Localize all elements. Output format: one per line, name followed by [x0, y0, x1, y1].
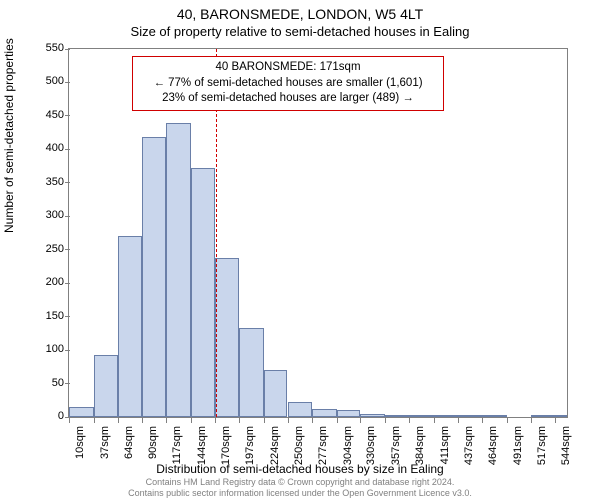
- x-tick-mark: [434, 418, 435, 423]
- histogram-bar: [288, 402, 313, 417]
- y-tick-label: 550: [4, 43, 64, 54]
- histogram-bar: [409, 415, 434, 417]
- x-tick-mark: [312, 418, 313, 423]
- x-tick-mark: [118, 418, 119, 423]
- y-tick-label: 350: [4, 177, 64, 188]
- histogram-bar: [337, 410, 361, 417]
- y-tick-label: 500: [4, 76, 64, 87]
- x-tick-mark: [458, 418, 459, 423]
- histogram-bar: [312, 409, 337, 417]
- x-tick-mark: [239, 418, 240, 423]
- x-tick-mark: [482, 418, 483, 423]
- histogram-bar: [385, 415, 410, 417]
- histogram-bar: [434, 415, 458, 417]
- x-tick-mark: [337, 418, 338, 423]
- copyright-notice: Contains HM Land Registry data © Crown c…: [0, 477, 600, 498]
- x-tick-mark: [555, 418, 556, 423]
- y-tick-label: 450: [4, 110, 64, 121]
- annotation-box: 40 BARONSMEDE: 171sqm ← 77% of semi-deta…: [132, 56, 444, 111]
- x-tick-mark: [385, 418, 386, 423]
- y-tick-label: 50: [4, 378, 64, 389]
- x-tick-mark: [409, 418, 410, 423]
- x-tick-mark: [191, 418, 192, 423]
- histogram-bar: [215, 258, 240, 417]
- annotation-line3: 23% of semi-detached houses are larger (…: [139, 91, 437, 107]
- histogram-bar: [264, 370, 288, 417]
- y-tick-label: 150: [4, 311, 64, 322]
- histogram-bar: [531, 415, 556, 417]
- annotation-line2: ← 77% of semi-detached houses are smalle…: [139, 76, 437, 92]
- x-tick-mark: [142, 418, 143, 423]
- copyright-line2: Contains public sector information licen…: [0, 488, 600, 498]
- histogram-bar: [458, 415, 483, 417]
- x-tick-mark: [166, 418, 167, 423]
- chart-title-line1: 40, BARONSMEDE, LONDON, W5 4LT: [0, 6, 600, 22]
- histogram-bar: [118, 236, 142, 417]
- annotation-line1: 40 BARONSMEDE: 171sqm: [139, 60, 437, 76]
- histogram-bar: [191, 168, 215, 417]
- x-tick-mark: [264, 418, 265, 423]
- histogram-bar: [482, 415, 507, 417]
- y-tick-label: 100: [4, 344, 64, 355]
- y-tick-label: 400: [4, 143, 64, 154]
- histogram-bar: [555, 415, 567, 417]
- histogram-bar: [166, 123, 191, 417]
- histogram-bar: [360, 414, 385, 417]
- chart-container: 40, BARONSMEDE, LONDON, W5 4LT Size of p…: [0, 0, 600, 500]
- histogram-bar: [239, 328, 264, 417]
- x-tick-mark: [360, 418, 361, 423]
- chart-title-line2: Size of property relative to semi-detach…: [0, 24, 600, 39]
- x-tick-mark: [94, 418, 95, 423]
- histogram-bar: [94, 355, 119, 417]
- x-tick-mark: [507, 418, 508, 423]
- y-tick-label: 300: [4, 210, 64, 221]
- x-tick-mark: [215, 418, 216, 423]
- y-tick-label: 200: [4, 277, 64, 288]
- x-tick-mark: [288, 418, 289, 423]
- y-axis-label: Number of semi-detached properties: [2, 38, 16, 233]
- x-axis-label: Distribution of semi-detached houses by …: [0, 462, 600, 476]
- y-tick-label: 250: [4, 244, 64, 255]
- histogram-bar: [142, 137, 167, 417]
- copyright-line1: Contains HM Land Registry data © Crown c…: [0, 477, 600, 487]
- y-tick-label: 0: [4, 411, 64, 422]
- x-tick-mark: [69, 418, 70, 423]
- histogram-bar: [69, 407, 94, 417]
- x-tick-mark: [531, 418, 532, 423]
